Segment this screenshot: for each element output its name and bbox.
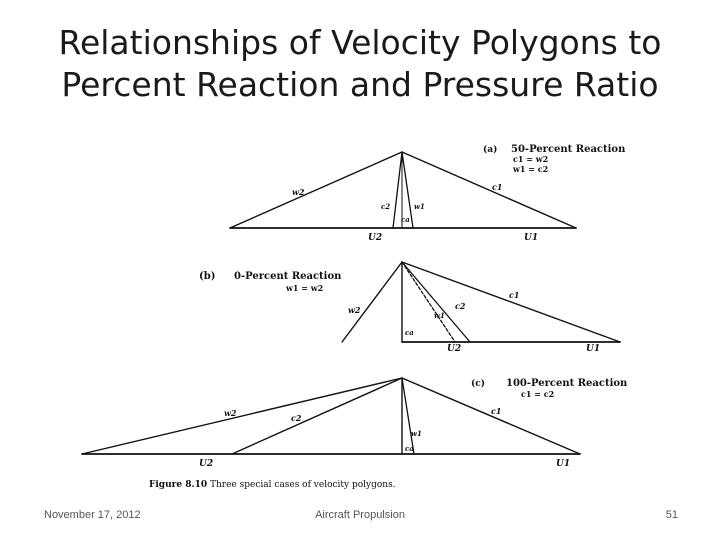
c-w2-vector [81,377,403,455]
b-c1-vector [401,261,621,343]
b-label-w2: w2 [348,305,361,315]
c-heading: 100-Percent Reaction [506,378,628,389]
b-label-u1: U1 [586,344,600,354]
figure-caption-text: Three special cases of velocity polygons… [210,480,396,490]
title-line-1: Relationships of Velocity Polygons to [58,23,662,62]
b-heading: 0-Percent Reaction [234,271,342,282]
a-w1-vector [401,151,414,229]
b-tag: (b) [199,271,215,282]
a-label-u1: U1 [524,233,538,243]
c-label-c1: c1 [491,406,501,416]
a-w2-vector [229,151,403,229]
c-label-c2: c2 [291,413,302,423]
footer-page-number: 51 [665,509,678,521]
polygon-a [229,151,577,229]
a-label-w1: w1 [414,202,425,211]
c-c1-vector [401,377,581,455]
a-label-c2: c2 [381,202,390,211]
figure-caption-label: Figure 8.10 [149,480,207,490]
polygon-c [81,377,581,455]
polygon-b [341,261,621,343]
a-eq2: w1 = c2 [512,164,548,174]
a-c1-vector [401,151,577,229]
b-label-u2: U2 [447,344,461,354]
b-w2-vector [341,261,403,343]
a-c2-vector [392,151,403,229]
b-w1-vector [401,261,456,343]
footer-course: Aircraft Propulsion [315,509,405,521]
a-label-ca: ca [401,215,410,224]
b-label-c2: c2 [455,301,466,311]
a-label-c1: c1 [492,182,502,192]
a-label-u2: U2 [368,233,382,243]
c-label-u2: U2 [199,459,213,469]
c-c2-vector [231,377,403,455]
b-eq1: w1 = w2 [285,283,323,293]
c-w1-vector [401,377,415,455]
b-label-w1: w1 [434,311,445,320]
c-eq1: c1 = c2 [521,389,554,399]
b-label-c1: c1 [509,290,519,300]
c-label-ca: ca [405,444,414,453]
slide-title: Relationships of Velocity Polygons to Pe… [0,22,720,106]
b-c2-vector [401,261,471,343]
a-eq1: c1 = w2 [513,154,548,164]
c-label-u1: U1 [556,459,570,469]
b-label-ca: ca [405,328,414,337]
c-label-w2: w2 [224,408,237,418]
c-tag: (c) [471,378,485,389]
a-tag: (a) [483,144,497,155]
footer-date: November 17, 2012 [44,509,141,521]
a-label-w2: w2 [292,187,305,197]
c-label-w1: w1 [411,429,422,438]
title-line-2: Percent Reaction and Pressure Ratio [61,65,659,104]
a-heading: 50-Percent Reaction [511,144,626,155]
